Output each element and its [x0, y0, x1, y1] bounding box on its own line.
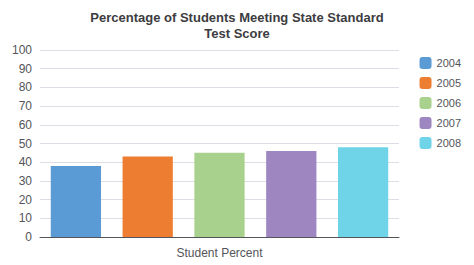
svg-text:50: 50	[19, 137, 33, 151]
svg-text:2006: 2006	[437, 97, 461, 109]
svg-text:Test Score: Test Score	[204, 26, 270, 41]
svg-text:20: 20	[19, 193, 33, 207]
svg-text:2008: 2008	[437, 137, 461, 149]
svg-text:100: 100	[12, 43, 32, 57]
svg-text:Percentage of Students Meeting: Percentage of Students Meeting State Sta…	[90, 10, 383, 25]
svg-text:2004: 2004	[437, 57, 461, 69]
svg-text:60: 60	[19, 118, 33, 132]
svg-text:Student Percent: Student Percent	[176, 246, 263, 260]
svg-text:80: 80	[19, 80, 33, 94]
svg-text:90: 90	[19, 62, 33, 76]
svg-text:0: 0	[25, 230, 32, 244]
svg-text:2005: 2005	[437, 77, 461, 89]
svg-text:2007: 2007	[437, 117, 461, 129]
svg-text:10: 10	[19, 211, 33, 225]
svg-text:40: 40	[19, 155, 33, 169]
svg-text:70: 70	[19, 99, 33, 113]
svg-text:30: 30	[19, 174, 33, 188]
